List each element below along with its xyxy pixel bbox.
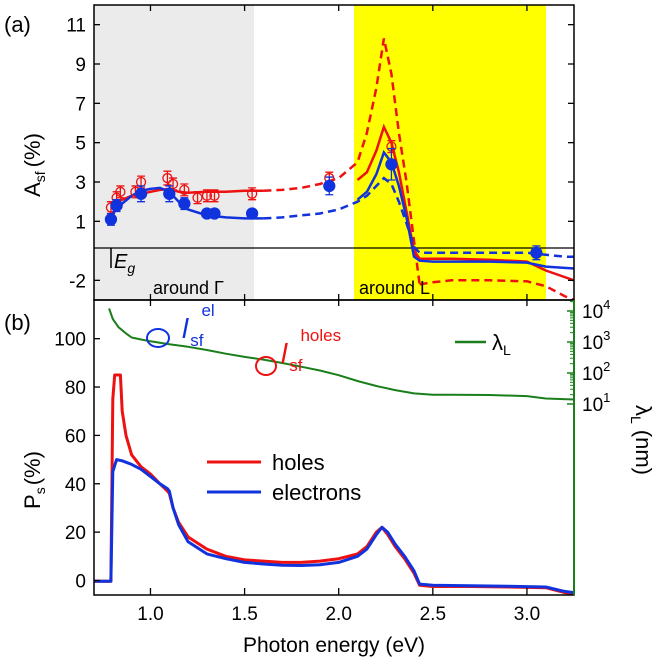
data-point-blue: [245, 207, 259, 220]
l-region-band: [354, 5, 546, 300]
region-label-gamma: around Γ: [153, 278, 224, 298]
y-tick-label: -2: [69, 271, 86, 292]
y-tick-label: 0: [75, 571, 86, 592]
y-tick-label: 40: [65, 475, 86, 496]
holes-annotation-label: l sfholes: [281, 326, 341, 375]
y-tick-label: 5: [75, 134, 86, 155]
curve-red-dashed-3: [419, 279, 574, 300]
data-point-blue: [110, 199, 123, 212]
curve-blue: [94, 458, 574, 595]
panel-a-label: (a): [4, 12, 31, 37]
right-tick-label: 103: [582, 328, 610, 354]
x-tick-label: 2.0: [325, 604, 351, 625]
panel-b-y-ticks: 0 20 40 60 80 100: [54, 330, 100, 592]
legend-holes-label: holes: [272, 450, 325, 475]
y-tick-label: 9: [75, 55, 86, 76]
x-axis-label: Photon energy (eV): [243, 634, 425, 657]
data-point-blue: [134, 187, 148, 200]
right-tick-label: 104: [582, 297, 610, 323]
data-point-red: [209, 190, 220, 201]
eg-label: Eg: [114, 251, 135, 276]
panel-b-y-axis-label: Ps(%): [20, 451, 48, 509]
curve-blue-dashed-5: [263, 176, 574, 258]
data-point-red: [179, 184, 190, 196]
data-point-red: [167, 178, 179, 190]
data-point-red: [246, 188, 258, 199]
data-point-blue: [208, 207, 221, 220]
data-point-blue: [323, 179, 336, 193]
data-point-red: [201, 190, 213, 201]
y-tick-label: 7: [75, 94, 86, 115]
curve-red-dashed-1: [263, 38, 421, 285]
y-tick-label: 1: [75, 212, 86, 233]
y-tick-label: 80: [65, 378, 86, 399]
curve-green: [108, 308, 574, 401]
curve-blue-solid-6: [356, 149, 574, 270]
data-point-red: [115, 186, 126, 197]
x-tick-label: 1.5: [231, 604, 257, 625]
y-tick-label: 60: [65, 426, 86, 447]
gamma-region-band: [94, 5, 254, 300]
panel-a-data-points: [104, 140, 543, 261]
data-point-blue: [385, 158, 398, 171]
right-tick-label: 102: [582, 359, 610, 385]
panel-a-y-axis-label: Asf(%): [20, 133, 48, 197]
data-point-blue: [163, 187, 176, 200]
y-tick-label: 100: [54, 330, 86, 351]
panel-b-label: (b): [4, 310, 31, 335]
panel-a: -2 1 3 5 7 9 11 (a) Asf(%) Eg around Γ around …: [4, 4, 575, 301]
panel-a-y-ticks: -2 1 3 5 7 9 11: [66, 16, 574, 292]
data-point-blue: [530, 246, 543, 259]
x-tick-label: 1.0: [137, 604, 163, 625]
data-point-blue: [178, 197, 191, 210]
y-tick-label: 11: [66, 16, 86, 37]
y-tick-label: 3: [75, 173, 86, 194]
el-annotation-label: l sfel: [182, 301, 215, 350]
region-label-l: around L: [359, 278, 430, 298]
right-tick-label: 101: [582, 390, 610, 416]
right-y-axis-label: λL(nm): [628, 405, 656, 475]
y-tick-label: 20: [65, 523, 86, 544]
x-tick-label: 3.0: [514, 604, 540, 625]
panel-b-x-ticks: 1.0 1.5 2.0 2.5 3.0: [137, 300, 540, 625]
panel-b-right-axis-ticks: 101 102 103 104: [567, 297, 610, 416]
x-tick-label: 2.5: [420, 604, 446, 625]
panel-a-curves: [108, 38, 574, 300]
el-annotation-circle: [146, 328, 170, 348]
panel-b-curves: [94, 308, 574, 595]
data-point-blue: [104, 213, 118, 226]
legend-electrons-label: electrons: [272, 480, 361, 505]
panel-a-x-ticks: [149, 5, 528, 300]
lambda-legend-label: λL: [492, 330, 511, 358]
holes-annotation-circle: [255, 356, 277, 376]
data-point-red: [192, 192, 203, 203]
